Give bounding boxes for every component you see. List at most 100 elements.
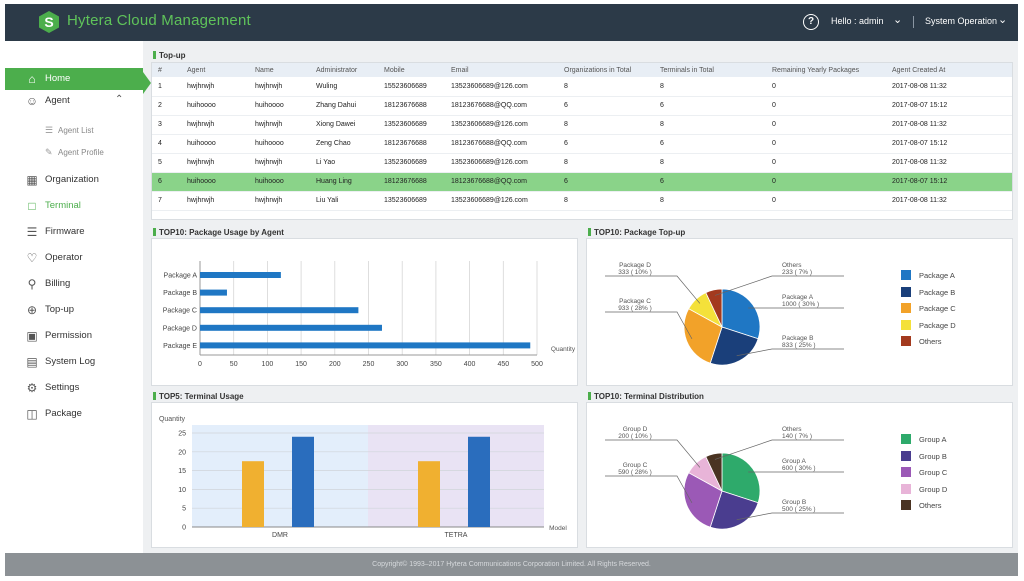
table-row[interactable]: 2 huihoooo huihoooo Zhang Dahui 18123676688 1… (152, 96, 1012, 116)
sidebar-item-agent-list[interactable]: ☰ Agent List (5, 122, 143, 140)
help-icon[interactable]: ? (803, 14, 819, 30)
table-row[interactable]: 1 hwjhrwjh hwjhrwjh Wuling 15523606689 135236… (152, 77, 1012, 97)
column-header[interactable]: Organizations in Total (558, 63, 654, 77)
home-icon: ⌂ (28, 72, 36, 86)
x-tick-label: 250 (363, 361, 375, 368)
table-cell: Wuling (310, 77, 378, 97)
table-cell: huihoooo (181, 96, 249, 116)
hytera-logo-icon: S (39, 11, 59, 33)
pie-slice[interactable] (705, 452, 723, 492)
sidebar-item-permission[interactable]: ▣ Permission (5, 325, 143, 347)
table-cell: 13523606689 (378, 191, 445, 211)
sidebar-item-package[interactable]: ◫ Package (5, 403, 143, 425)
table-cell: 13523606689@126.com (445, 153, 558, 173)
column-header[interactable]: Mobile (378, 63, 445, 77)
bar[interactable] (292, 436, 314, 527)
y-tick-label: 5 (182, 506, 186, 513)
pie-label-value: 1000 ( 30% ) (782, 301, 819, 308)
pie-label-name: Others (782, 262, 802, 269)
sidebar-item-organization[interactable]: ▦ Organization (5, 169, 143, 191)
x-tick-label: 100 (262, 361, 274, 368)
pie-leader-line (605, 439, 701, 468)
pie-label-value: 600 ( 30% ) (782, 465, 816, 472)
table-cell: Zhang Dahui (310, 96, 378, 116)
table-row[interactable]: 6 huihoooo huihoooo Huang Ling 18123676688 18… (152, 172, 1012, 192)
bar[interactable] (468, 436, 490, 527)
column-header[interactable]: Administrator (310, 63, 378, 77)
firmware-icon: ☰ (26, 225, 38, 239)
chevron-up-icon[interactable]: ⌃ (115, 94, 124, 105)
table-row[interactable]: 3 hwjhrwjh hwjhrwjh Xiong Dawei 13523606689 1… (152, 115, 1012, 135)
column-header[interactable]: Agent Created At (886, 63, 1012, 77)
table-row[interactable]: 4 huihoooo huihoooo Zeng Chao 18123676688 181… (152, 134, 1012, 154)
sidebar-item-label: Firmware (45, 226, 85, 237)
table-cell: 8 (654, 115, 766, 135)
package-topup-title: TOP10: Package Top-up (588, 228, 685, 237)
table-cell: 15523606689 (378, 77, 445, 97)
permission-icon: ▣ (26, 329, 38, 343)
column-header[interactable]: Name (249, 63, 310, 77)
x-tick-label: 150 (295, 361, 307, 368)
terminal-icon: □ (28, 199, 36, 213)
sidebar-item-operator[interactable]: ♡ Operator (5, 247, 143, 269)
pie-label-value: 140 ( 7% ) (782, 433, 812, 440)
pie-slice[interactable] (709, 490, 759, 530)
column-header[interactable]: # (152, 63, 181, 77)
table-cell: 18123676688 (378, 96, 445, 116)
user-menu[interactable]: Hello : admin (831, 16, 884, 26)
table-cell: 8 (654, 191, 766, 211)
topup-table: # Agent Name Administrator Mobile Email … (152, 63, 1012, 211)
chevron-down-icon[interactable]: ⌄ (998, 14, 1008, 26)
column-header[interactable]: Terminals in Total (654, 63, 766, 77)
legend-label: Group B (919, 451, 947, 461)
footer: Copyright© 1993–2017 Hytera Communicatio… (5, 553, 1018, 576)
sidebar-item-billing[interactable]: ⚲ Billing (5, 273, 143, 295)
sidebar-item-label: Billing (45, 278, 71, 289)
bar[interactable] (200, 324, 382, 331)
chevron-down-icon[interactable]: ⌄ (893, 14, 903, 26)
bar[interactable] (200, 272, 281, 278)
y-tick-label: 0 (182, 525, 186, 532)
pie-label-name: Others (782, 426, 802, 433)
table-row[interactable]: 7 hwjhrwjh hwjhrwjh Liu Yali 13523606689 1352… (152, 191, 1012, 211)
legend-swatch (901, 286, 911, 297)
pie-slice[interactable] (705, 288, 723, 328)
x-tick-label: 300 (396, 361, 408, 368)
pie-slice[interactable] (683, 472, 723, 528)
column-header[interactable]: Email (445, 63, 558, 77)
pie-label-value: 333 ( 10% ) (618, 269, 652, 276)
table-cell: 13523606689 (378, 153, 445, 173)
pie-slice[interactable] (709, 326, 759, 366)
bar[interactable] (200, 342, 531, 349)
table-row[interactable]: 5 hwjhrwjh hwjhrwjh Li Yao 13523606689 135236… (152, 153, 1012, 173)
table-cell: hwjhrwjh (249, 115, 310, 135)
pie-label-name: Package D (619, 262, 651, 269)
sidebar-item-firmware[interactable]: ☰ Firmware (5, 221, 143, 243)
column-header[interactable]: Remaining Yearly Packages (766, 63, 886, 77)
sidebar-item-home[interactable]: ⌂ Home (5, 68, 143, 90)
x-axis-label: Model (549, 525, 567, 532)
sidebar-item-agent-profile[interactable]: ✎ Agent Profile (5, 144, 143, 162)
category-band (368, 425, 544, 527)
sidebar-item-agent[interactable]: ☺ Agent ⌃ (5, 90, 143, 112)
y-tick-label: 20 (178, 449, 186, 456)
bar[interactable] (242, 461, 264, 527)
column-header[interactable]: Agent (181, 63, 249, 77)
bar[interactable] (200, 289, 227, 296)
sidebar-item-system-log[interactable]: ▤ System Log (5, 351, 143, 373)
pie-slice[interactable] (721, 452, 761, 504)
sidebar-item-settings[interactable]: ⚙ Settings (5, 377, 143, 399)
table-cell: Zeng Chao (310, 134, 378, 154)
bar[interactable] (200, 307, 359, 314)
bar[interactable] (418, 461, 440, 527)
pie-leader-line (736, 348, 844, 357)
sidebar-item-terminal[interactable]: □ Terminal (5, 195, 143, 217)
table-cell: 7 (152, 191, 181, 211)
table-cell: 2017-08-07 15:12 (886, 134, 1012, 154)
pie-label-value: 590 ( 28% ) (618, 469, 652, 476)
pie-leader-line (714, 275, 844, 296)
pie-slice[interactable] (683, 308, 723, 364)
sidebar-item-topup[interactable]: ⊕ Top-up (5, 299, 143, 321)
pie-slice[interactable] (721, 288, 761, 340)
system-operation-menu[interactable]: System Operation (925, 16, 998, 26)
